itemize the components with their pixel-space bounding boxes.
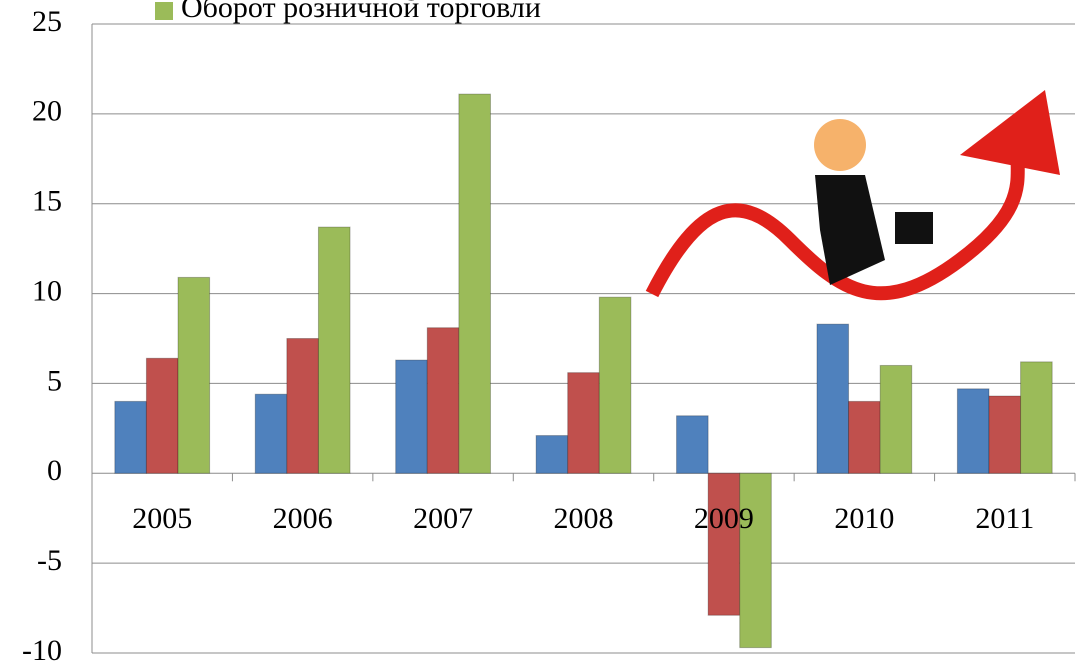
bar [957, 389, 989, 473]
bar [880, 365, 912, 473]
x-tick-label: 2006 [273, 502, 333, 535]
x-tick-label: 2011 [975, 502, 1034, 535]
chart: -10 -5 0 5 10 15 20 25 2005 2006 2007 2008 2009 2010 2… [0, 0, 1077, 665]
bar [849, 401, 881, 473]
bar [318, 227, 350, 473]
bar [568, 373, 600, 474]
bar [255, 394, 287, 473]
x-tick-label: 2005 [132, 502, 192, 535]
bar [459, 94, 491, 473]
y-tick-label: -5 [37, 544, 62, 577]
legend-swatch [155, 2, 173, 20]
bar [536, 436, 568, 474]
figure-head [814, 119, 866, 171]
bar [708, 473, 740, 615]
bar [989, 396, 1021, 473]
arrow-head [960, 90, 1060, 175]
briefcase [895, 212, 933, 244]
bar [146, 358, 178, 473]
bar [1021, 362, 1053, 473]
y-tick-label: 0 [47, 454, 62, 487]
x-tick-label: 2007 [413, 502, 473, 535]
y-tick-label: -10 [22, 634, 62, 665]
legend-label: Оборот розничной торговли [181, 0, 541, 24]
bar [178, 277, 210, 473]
x-tick-label: 2010 [834, 502, 894, 535]
y-tick-label: 20 [32, 95, 62, 128]
illustration [652, 90, 1060, 294]
bar [287, 339, 319, 474]
y-tick-label: 5 [47, 364, 62, 397]
bar [427, 328, 459, 474]
y-tick-label: 15 [32, 185, 62, 218]
bar [115, 401, 147, 473]
bar [599, 297, 631, 473]
bar [677, 416, 709, 474]
bar [740, 473, 772, 647]
x-tick-label: 2008 [554, 502, 614, 535]
bar [817, 324, 849, 473]
y-tick-label: 25 [32, 5, 62, 38]
x-tick-label: 2009 [694, 502, 754, 535]
bar [396, 360, 428, 473]
y-tick-label: 10 [32, 274, 62, 307]
